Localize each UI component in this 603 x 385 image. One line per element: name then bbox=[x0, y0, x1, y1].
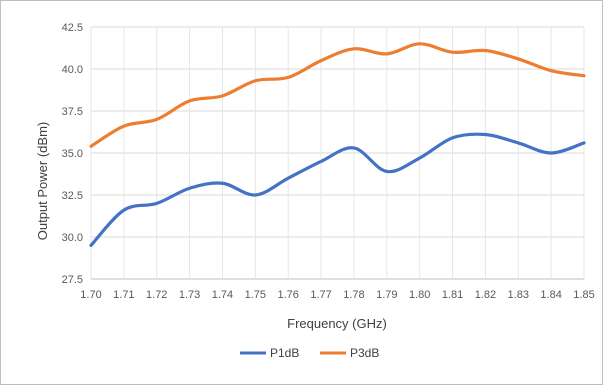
x-tick-label: 1.78 bbox=[343, 289, 364, 301]
x-tick-label: 1.83 bbox=[508, 289, 529, 301]
x-tick-label: 1.75 bbox=[245, 289, 266, 301]
x-tick-label: 1.81 bbox=[442, 289, 463, 301]
x-tick-label: 1.73 bbox=[179, 289, 200, 301]
x-tick-label: 1.85 bbox=[573, 289, 594, 301]
legend-label-p1db: P1dB bbox=[270, 346, 299, 360]
x-tick-label: 1.72 bbox=[146, 289, 167, 301]
y-tick-label: 42.5 bbox=[62, 22, 83, 34]
x-tick-label: 1.70 bbox=[80, 289, 101, 301]
x-tick-label: 1.71 bbox=[113, 289, 134, 301]
legend-label-p3db: P3dB bbox=[350, 346, 379, 360]
gridlines bbox=[90, 26, 585, 280]
y-tick-label: 30.0 bbox=[62, 232, 83, 244]
y-tick-labels: 27.5 30.0 32.5 35.0 37.5 40.0 42.5 bbox=[62, 22, 83, 286]
series-line-p1db bbox=[89, 132, 586, 247]
y-tick-label: 37.5 bbox=[62, 106, 83, 118]
x-tick-labels: 1.70 1.71 1.72 1.73 1.74 1.75 1.76 1.77 1.78 1.79… bbox=[80, 289, 594, 301]
y-tick-label: 40.0 bbox=[62, 64, 83, 76]
x-tick-label: 1.84 bbox=[540, 289, 561, 301]
x-tick-label: 1.76 bbox=[277, 289, 298, 301]
series-line-p3db bbox=[89, 42, 586, 148]
x-tick-label: 1.77 bbox=[310, 289, 331, 301]
legend: P1dB P3dB bbox=[240, 346, 379, 360]
series-lines bbox=[89, 42, 586, 247]
x-tick-label: 1.79 bbox=[376, 289, 397, 301]
x-axis-title: Frequency (GHz) bbox=[287, 316, 387, 331]
y-tick-label: 35.0 bbox=[62, 148, 83, 160]
y-axis-title: Output Power (dBm) bbox=[35, 122, 50, 241]
y-tick-label: 32.5 bbox=[62, 190, 83, 202]
x-tick-label: 1.80 bbox=[409, 289, 430, 301]
x-tick-label: 1.82 bbox=[475, 289, 496, 301]
y-tick-label: 27.5 bbox=[62, 274, 83, 286]
x-tick-label: 1.74 bbox=[212, 289, 233, 301]
